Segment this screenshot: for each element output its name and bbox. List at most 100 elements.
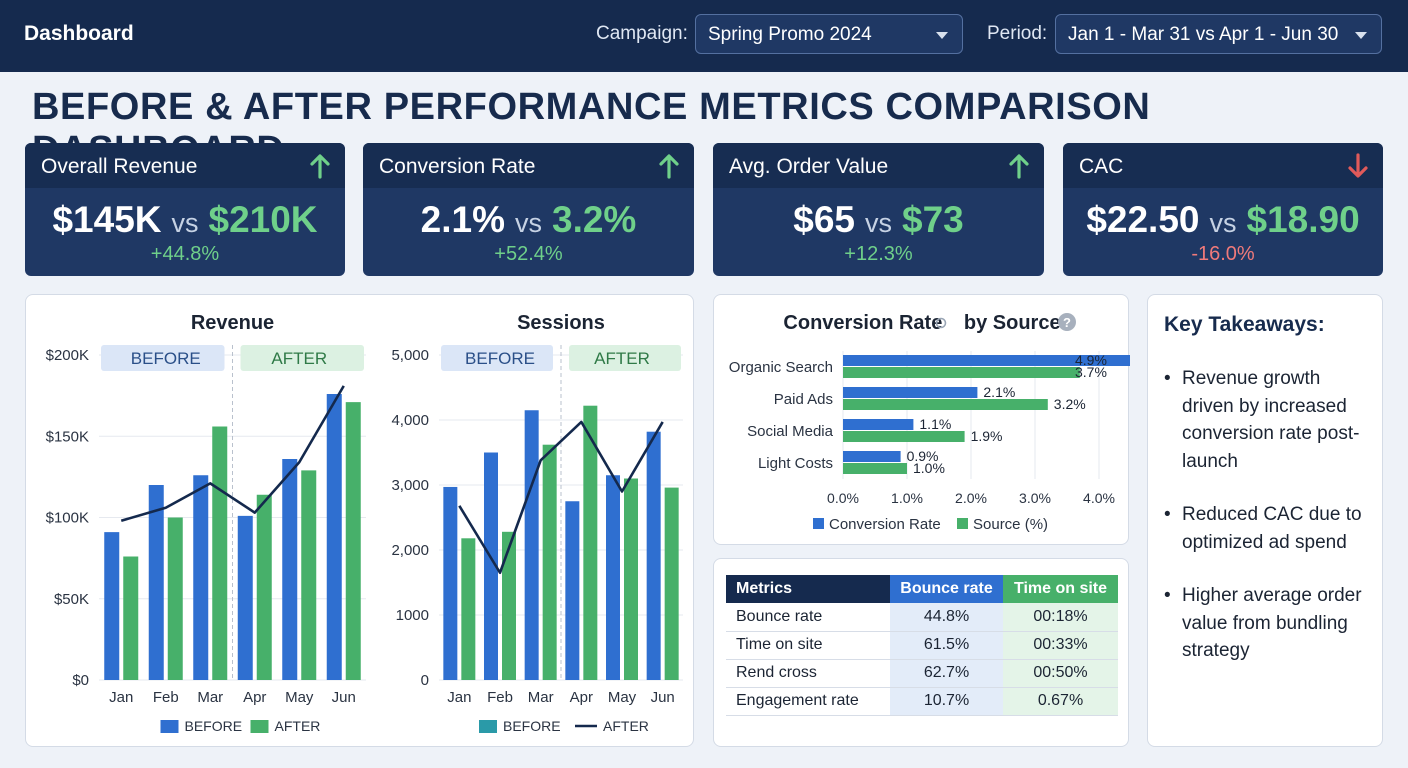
takeaways-list: Revenue growth driven by increased conve… (1164, 365, 1374, 691)
bar-before (443, 486, 458, 680)
table-header: Time on site (1003, 575, 1118, 603)
kpi-after-value: $210K (208, 199, 318, 240)
period-select-value: Jan 1 - Mar 31 vs Apr 1 - Jun 30 (1068, 24, 1339, 45)
kpi-vs: vs (515, 208, 542, 238)
link-icon (935, 317, 947, 329)
kpi-before-value: $145K (52, 199, 162, 240)
period-select[interactable]: Jan 1 - Mar 31 vs Apr 1 - Jun 30 (1055, 14, 1382, 54)
y-tick-label: 0 (421, 672, 429, 689)
x-tick-label: 2.0% (955, 490, 987, 506)
bar-before (282, 459, 298, 680)
period-band-before (101, 345, 225, 371)
chart-title: Sessions (517, 312, 605, 334)
period-band-before (441, 345, 553, 371)
bar-before (565, 501, 580, 680)
kpi-before-value: $22.50 (1086, 199, 1200, 240)
bar-conversion-rate (843, 387, 978, 398)
table-row: Rend cross 62.7% 00:50% (726, 659, 1118, 688)
table-row: Engagement rate 10.7% 0.67% (726, 687, 1118, 716)
kpi-change: +12.3% (844, 243, 913, 265)
kpi-header: Overall Revenue (25, 143, 345, 188)
x-tick-label: May (285, 689, 314, 706)
legend-swatch-before (479, 720, 497, 733)
conversion-source-chart: Conversion Rate by Source ? 0.0% 1.0% 2.0% 3.… (729, 312, 1130, 533)
x-tick-label: Jan (109, 689, 133, 706)
arrow-down-icon (1348, 153, 1368, 178)
period-band-after (240, 345, 364, 371)
x-tick-label: Apr (243, 689, 266, 706)
kpi-header: Avg. Order Value (713, 143, 1044, 188)
table-header: Metrics (726, 575, 890, 603)
table-cell: 00:50% (1003, 659, 1118, 688)
bar-after (502, 531, 516, 680)
x-tick-label: 1.0% (891, 490, 923, 506)
legend-label: Source (%) (973, 516, 1048, 533)
bar-before (193, 475, 209, 680)
bar-after (167, 517, 183, 680)
bar-before (148, 485, 164, 680)
bar-after (461, 538, 476, 680)
kpi-values: 2.1% vs 3.2% (363, 199, 694, 241)
x-tick-label: Jan (447, 689, 471, 706)
x-tick-label: 3.0% (1019, 490, 1051, 506)
kpi-after-value: $73 (902, 199, 964, 240)
data-label: 4.9% (1075, 352, 1107, 368)
bar-before (326, 394, 342, 680)
help-icon (1058, 313, 1076, 331)
kpi-after-value: $18.90 (1246, 199, 1360, 240)
period-label-after: AFTER (271, 349, 327, 368)
campaign-select[interactable]: Spring Promo 2024 (695, 14, 963, 54)
bar-after (301, 470, 317, 680)
data-label: 3.7% (1075, 364, 1107, 380)
x-tick-label: Mar (197, 689, 223, 706)
table-cell: 10.7% (890, 687, 1003, 716)
data-label: 2.1% (983, 384, 1015, 400)
period-label-after: AFTER (594, 349, 650, 368)
y-tick-label: 3,000 (391, 477, 429, 494)
trend-line (458, 420, 664, 575)
x-tick-label: Feb (487, 689, 513, 706)
x-tick-label: Jun (651, 689, 675, 706)
y-tick-label: $200K (46, 347, 89, 364)
bar-before (606, 475, 620, 680)
bar-before (104, 532, 120, 680)
category-label: Social Media (747, 423, 834, 440)
legend-swatch-source (957, 518, 968, 529)
data-label: 3.2% (1054, 396, 1086, 412)
bar-after (256, 494, 272, 680)
bar-conversion-rate (843, 419, 914, 430)
kpi-card-conversion-rate: Conversion Rate 2.1% vs 3.2% +52.4% (363, 143, 694, 276)
x-tick-label: May (608, 689, 637, 706)
legend-swatch-after (250, 720, 269, 733)
kpi-values: $22.50 vs $18.90 (1063, 199, 1383, 241)
table-cell: 62.7% (890, 659, 1003, 688)
table-cell: Time on site (726, 631, 890, 660)
kpi-values: $145K vs $210K (25, 199, 345, 241)
x-tick-label: Apr (570, 689, 593, 706)
bar-source (843, 431, 965, 442)
y-tick-label: $0 (72, 672, 89, 689)
y-tick-label: 5,000 (391, 347, 429, 364)
arrow-up-icon (659, 154, 679, 179)
chart-title-suffix: by Source (964, 312, 1061, 334)
table-row: Bounce rate 44.8% 00:18% (726, 603, 1118, 632)
kpi-after-value: 3.2% (552, 199, 637, 240)
table-cell: 0.67% (1003, 687, 1118, 716)
kpi-vs: vs (171, 208, 199, 238)
legend-swatch-conversion-rate (813, 518, 824, 529)
table-row: Time on site 61.5% 00:33% (726, 631, 1118, 660)
takeaway-item: Reduced CAC due to optimized ad spend (1164, 501, 1374, 556)
legend-label: BEFORE (503, 718, 561, 734)
table-cell: 44.8% (890, 603, 1003, 632)
app-title: Dashboard (24, 22, 134, 45)
table-cell: Rend cross (726, 659, 890, 688)
kpi-header: Conversion Rate (363, 143, 694, 188)
table-cell: 00:18% (1003, 603, 1118, 632)
bar-before (237, 515, 253, 680)
table-cell: Bounce rate (726, 603, 890, 632)
trend-line (120, 385, 345, 522)
metrics-table-panel: Metrics Bounce rate Time on site Bounce … (713, 558, 1129, 747)
period-label-before: BEFORE (131, 349, 201, 368)
x-tick-label: 4.0% (1083, 490, 1115, 506)
bar-after (212, 426, 228, 680)
